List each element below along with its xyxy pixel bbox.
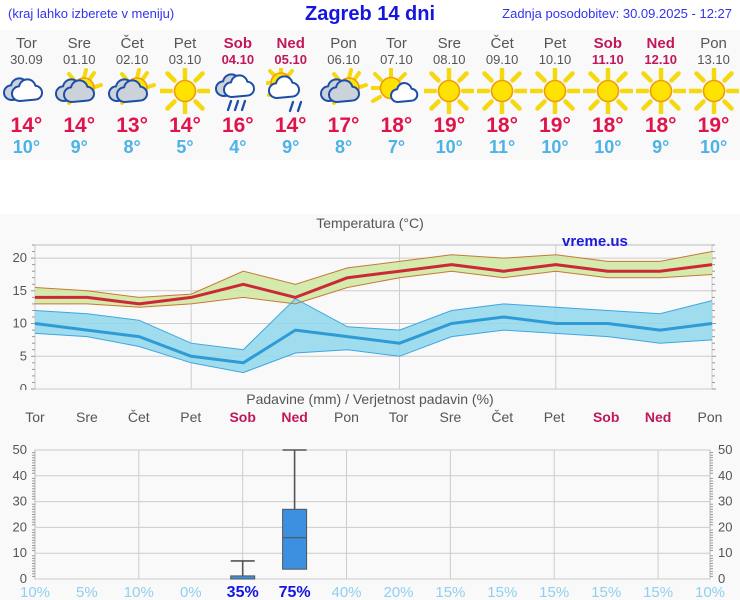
svg-text:Sob: Sob bbox=[593, 409, 619, 425]
svg-text:15%: 15% bbox=[539, 584, 569, 600]
svg-text:40%: 40% bbox=[331, 584, 361, 600]
svg-text:Padavine (mm) / Verjetnost pad: Padavine (mm) / Verjetnost padavin (%) bbox=[246, 391, 493, 407]
svg-text:10%: 10% bbox=[20, 584, 50, 600]
svg-text:5: 5 bbox=[20, 348, 27, 363]
svg-text:40: 40 bbox=[13, 468, 27, 483]
svg-text:Tor: Tor bbox=[25, 409, 45, 425]
svg-text:15%: 15% bbox=[643, 584, 673, 600]
svg-text:40: 40 bbox=[718, 468, 732, 483]
svg-text:Čet: Čet bbox=[128, 409, 150, 425]
svg-text:Pet: Pet bbox=[544, 409, 565, 425]
svg-text:10%: 10% bbox=[124, 584, 154, 600]
svg-text:30: 30 bbox=[13, 494, 27, 509]
svg-text:Sre: Sre bbox=[440, 409, 462, 425]
svg-text:5%: 5% bbox=[76, 584, 98, 600]
svg-text:vreme.us: vreme.us bbox=[562, 233, 628, 250]
svg-text:30: 30 bbox=[718, 494, 732, 509]
svg-text:Temperatura (°C): Temperatura (°C) bbox=[316, 215, 424, 231]
svg-text:15%: 15% bbox=[591, 584, 621, 600]
svg-text:Pet: Pet bbox=[180, 409, 201, 425]
svg-text:20%: 20% bbox=[383, 584, 413, 600]
svg-text:Čet: Čet bbox=[491, 409, 513, 425]
svg-text:20: 20 bbox=[13, 250, 27, 265]
svg-text:35%: 35% bbox=[227, 584, 259, 600]
svg-text:Sob: Sob bbox=[229, 409, 255, 425]
svg-text:Pon: Pon bbox=[698, 409, 723, 425]
svg-text:10: 10 bbox=[13, 545, 27, 560]
svg-text:Ned: Ned bbox=[281, 409, 307, 425]
svg-text:0%: 0% bbox=[180, 584, 202, 600]
svg-text:75%: 75% bbox=[279, 584, 311, 600]
svg-text:10: 10 bbox=[718, 545, 732, 560]
svg-text:Tor: Tor bbox=[389, 409, 409, 425]
svg-text:50: 50 bbox=[13, 442, 27, 457]
svg-text:0: 0 bbox=[20, 381, 27, 390]
svg-text:15%: 15% bbox=[435, 584, 465, 600]
svg-text:10: 10 bbox=[13, 316, 27, 331]
svg-text:50: 50 bbox=[718, 442, 732, 457]
svg-text:Sre: Sre bbox=[76, 409, 98, 425]
svg-text:20: 20 bbox=[13, 519, 27, 534]
svg-text:20: 20 bbox=[718, 519, 732, 534]
svg-text:15: 15 bbox=[13, 283, 27, 298]
svg-text:Pon: Pon bbox=[334, 409, 359, 425]
svg-text:15%: 15% bbox=[487, 584, 517, 600]
svg-text:Ned: Ned bbox=[645, 409, 671, 425]
svg-text:10%: 10% bbox=[695, 584, 725, 600]
